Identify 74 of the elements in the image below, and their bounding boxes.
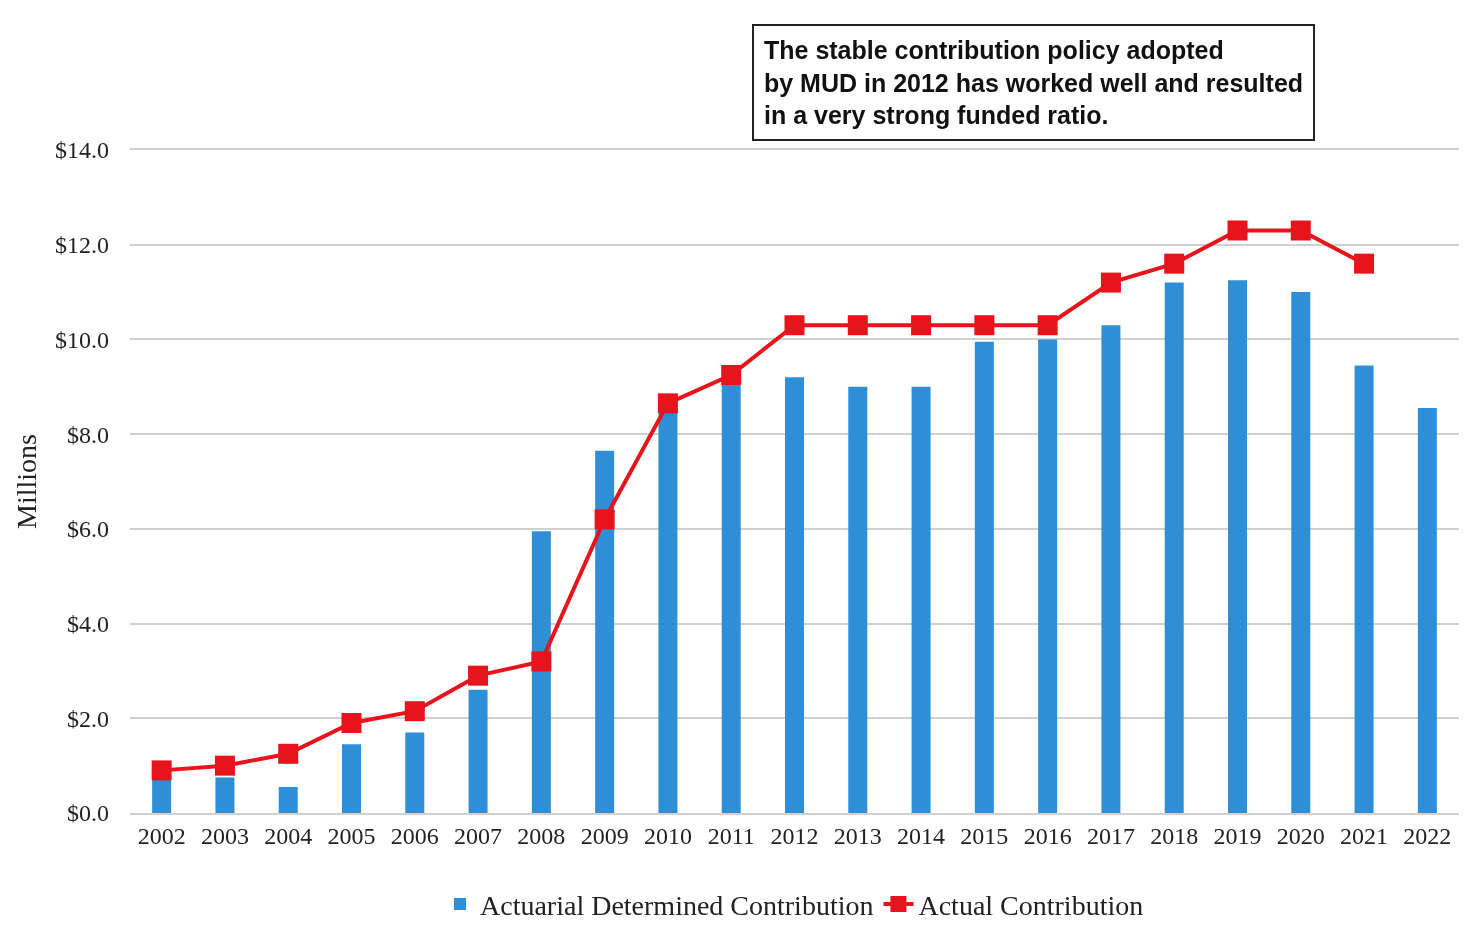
x-tick-label: 2016 (1023, 822, 1072, 849)
bar (278, 786, 298, 813)
bar (531, 531, 551, 813)
x-tick-label: 2007 (454, 822, 503, 849)
x-tick-label: 2015 (960, 822, 1009, 849)
bar (1164, 282, 1184, 813)
x-tick-label: 2018 (1150, 822, 1199, 849)
x-tick-label: 2014 (897, 822, 946, 849)
x-tick-label: 2003 (200, 822, 249, 849)
x-tick-label: 2013 (833, 822, 882, 849)
point (1227, 220, 1248, 241)
point (1290, 220, 1311, 241)
bar (1354, 365, 1374, 813)
y-tick-label: $0.0 (67, 800, 109, 827)
point (404, 701, 425, 722)
bar (974, 341, 994, 813)
x-tick-label: 2019 (1213, 822, 1262, 849)
x-tick-label: 2008 (517, 822, 566, 849)
bar (911, 386, 931, 813)
y-tick-label: $12.0 (55, 232, 109, 259)
y-tick-label: $14.0 (55, 137, 109, 164)
bar (595, 450, 615, 813)
point (1354, 253, 1375, 274)
point (531, 651, 552, 672)
x-tick-label: 2021 (1340, 822, 1389, 849)
point (721, 364, 742, 385)
x-tick-label: 2020 (1276, 822, 1325, 849)
point (468, 665, 489, 686)
point (594, 509, 615, 530)
x-tick-label: 2010 (643, 822, 692, 849)
bar (468, 689, 488, 813)
y-tick-label: $8.0 (67, 421, 109, 448)
x-tick-label: 2011 (707, 822, 755, 849)
y-tick-label: $4.0 (67, 610, 109, 637)
text: The stable contribution policy adopted by MUD in 2012 has worked well and resulted in a very strong funded ratio. (764, 36, 1304, 129)
legend-label: Actuarial Determined Contribution (480, 889, 874, 921)
bar (342, 744, 361, 813)
point (784, 315, 805, 336)
point (657, 393, 678, 414)
y-tick-label: $6.0 (67, 516, 109, 543)
bar (152, 779, 172, 813)
point (278, 743, 299, 764)
bar (1038, 339, 1058, 813)
bar (1101, 325, 1121, 813)
y-tick-label: $2.0 (67, 705, 109, 732)
x-tick-label: 2002 (137, 822, 186, 849)
y-tick-label: $10.0 (55, 326, 109, 353)
x-tick-label: 2022 (1403, 822, 1452, 849)
point (341, 713, 362, 734)
x-tick-label: 2009 (580, 822, 629, 849)
x-tick-label: 2017 (1086, 822, 1135, 849)
bar (848, 386, 868, 813)
point (1164, 253, 1185, 274)
bar (1228, 280, 1247, 813)
point (974, 315, 995, 336)
point (1100, 272, 1121, 293)
bar (1417, 408, 1437, 813)
y-axis-title: Millions (10, 434, 42, 529)
point (847, 315, 868, 336)
x-tick-label: 2012 (770, 822, 819, 849)
bar (1291, 292, 1311, 813)
bar (215, 777, 235, 813)
legend-label: Actual Contribution (918, 889, 1144, 921)
bar (405, 732, 425, 813)
bar (721, 382, 741, 813)
point (151, 760, 172, 781)
x-tick-label: 2004 (264, 822, 313, 849)
point (214, 755, 235, 776)
point (1037, 315, 1058, 336)
x-tick-label: 2006 (390, 822, 439, 849)
x-tick-label: 2005 (327, 822, 376, 849)
point (911, 315, 932, 336)
bar (658, 410, 678, 813)
bar (785, 377, 804, 813)
